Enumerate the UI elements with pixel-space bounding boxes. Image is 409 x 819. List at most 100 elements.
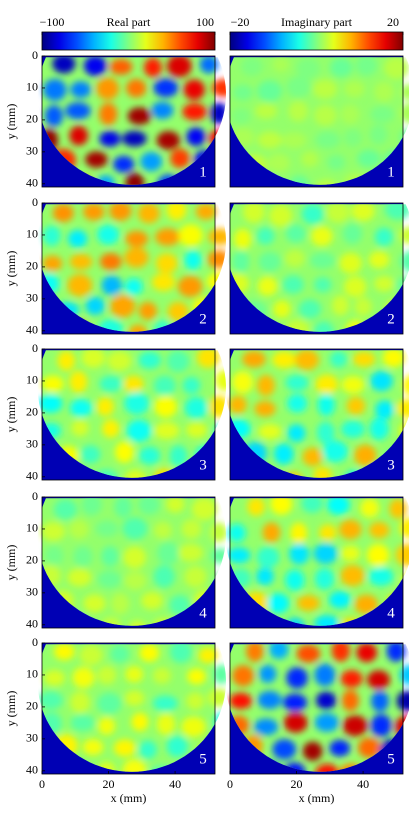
field-blob bbox=[326, 498, 350, 515]
field-blob bbox=[357, 149, 381, 168]
field-blob bbox=[360, 498, 380, 518]
field-blob bbox=[358, 737, 381, 758]
panel-frame bbox=[229, 55, 404, 188]
x-tick-label: 20 bbox=[103, 777, 115, 791]
field-blob bbox=[44, 545, 64, 567]
field-blob bbox=[212, 664, 227, 685]
field-blob bbox=[53, 644, 75, 661]
field-blob bbox=[207, 688, 227, 708]
field-blob bbox=[281, 132, 307, 149]
panel: 3 bbox=[225, 348, 409, 481]
panel-label: 3 bbox=[387, 457, 395, 473]
field-blob bbox=[124, 571, 147, 591]
field-blob bbox=[131, 712, 149, 732]
field-blob bbox=[122, 759, 147, 772]
field-blob bbox=[199, 57, 219, 74]
field-blob bbox=[183, 79, 205, 100]
field-blob bbox=[81, 498, 102, 516]
field-blob bbox=[315, 374, 339, 395]
y-tick-label: 10 bbox=[26, 373, 38, 387]
field-blob bbox=[137, 498, 161, 515]
field-blob bbox=[370, 714, 392, 737]
field-blob bbox=[269, 644, 289, 660]
field-blob bbox=[368, 251, 390, 269]
field-blob bbox=[79, 644, 103, 666]
field-blob bbox=[341, 689, 360, 712]
field-blob bbox=[99, 102, 118, 126]
panel-label: 2 bbox=[199, 311, 207, 327]
field-blob bbox=[181, 716, 206, 738]
field-blob bbox=[273, 443, 294, 465]
field-blob bbox=[253, 718, 279, 736]
field-blob bbox=[270, 498, 293, 515]
field-blob bbox=[124, 278, 143, 296]
field-blob bbox=[97, 717, 116, 735]
field-blob bbox=[331, 295, 350, 316]
field-blob bbox=[125, 666, 144, 683]
field-blob bbox=[126, 419, 152, 443]
y-tick-label: 0 bbox=[32, 48, 38, 62]
field-blob bbox=[329, 57, 353, 78]
field-blob bbox=[286, 76, 311, 98]
field-blob bbox=[99, 375, 123, 392]
y-tick-label: 10 bbox=[26, 667, 38, 681]
panel-frame bbox=[229, 642, 404, 775]
field-blob bbox=[44, 105, 63, 127]
field-blob bbox=[316, 421, 335, 444]
field-blob bbox=[186, 692, 205, 710]
field-blob bbox=[44, 669, 65, 686]
field-pattern bbox=[39, 57, 227, 185]
panel-frame bbox=[41, 496, 216, 629]
field-blob bbox=[329, 351, 348, 368]
field-blob bbox=[232, 107, 251, 125]
field-blob bbox=[399, 84, 409, 101]
field-blob bbox=[374, 227, 394, 247]
y-axis-label: y (mm) bbox=[4, 691, 18, 727]
field-blob bbox=[342, 715, 368, 737]
field-blob bbox=[41, 375, 64, 393]
field-blob bbox=[138, 301, 158, 320]
field-blob bbox=[184, 250, 202, 270]
field-blob bbox=[166, 735, 188, 757]
field-blob bbox=[138, 351, 162, 369]
field-blob bbox=[314, 713, 340, 732]
field-blob bbox=[256, 546, 280, 568]
field-blob bbox=[185, 422, 208, 438]
field-blob bbox=[114, 441, 134, 463]
field-blob bbox=[83, 594, 106, 613]
field-blob bbox=[38, 394, 63, 413]
field-blob bbox=[191, 498, 217, 521]
colorbar-tick-label: −100 bbox=[40, 15, 65, 29]
field-blob bbox=[187, 668, 206, 685]
field-blob bbox=[384, 57, 409, 80]
y-axis-label: y (mm) bbox=[4, 545, 18, 581]
field-blob bbox=[272, 739, 297, 760]
field-blob bbox=[313, 276, 332, 293]
field-blob bbox=[41, 521, 66, 541]
field-blob bbox=[143, 57, 162, 78]
field-blob bbox=[167, 301, 189, 322]
field-blob bbox=[317, 393, 335, 417]
field-blob bbox=[65, 102, 91, 120]
y-tick-label: 0 bbox=[32, 195, 38, 209]
panel-label: 5 bbox=[199, 751, 207, 767]
field-blob bbox=[151, 273, 176, 292]
field-blob bbox=[298, 299, 322, 319]
field-blob bbox=[122, 130, 147, 147]
field-blob bbox=[282, 275, 304, 294]
field-blob bbox=[268, 204, 293, 227]
field-blob bbox=[113, 155, 135, 173]
field-blob bbox=[285, 374, 309, 391]
field-blob bbox=[339, 252, 363, 274]
field-blob bbox=[53, 498, 78, 520]
field-blob bbox=[83, 57, 107, 76]
field bbox=[39, 57, 227, 185]
field-blob bbox=[127, 107, 152, 125]
field-blob bbox=[257, 131, 282, 149]
field-blob bbox=[137, 204, 160, 224]
y-tick-label: 0 bbox=[32, 489, 38, 503]
field-blob bbox=[341, 376, 365, 394]
field-blob bbox=[232, 250, 250, 273]
